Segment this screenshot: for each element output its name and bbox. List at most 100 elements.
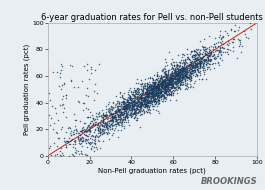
Point (184, 61, 189, 64)
Point (117, 103, 121, 106)
Point (205, 53, 210, 56)
Point (169, 85, 173, 88)
Point (117, 108, 122, 111)
Point (126, 99, 130, 102)
Point (179, 64, 184, 67)
Point (181, 66, 186, 69)
Point (116, 122, 120, 125)
Point (116, 121, 121, 124)
Point (123, 106, 128, 109)
Point (160, 95, 165, 98)
Point (131, 112, 135, 116)
Point (188, 61, 192, 64)
Point (78, 138, 82, 141)
Point (170, 78, 174, 81)
Point (184, 84, 189, 87)
Point (89, 119, 93, 122)
Point (178, 76, 183, 79)
Point (140, 92, 144, 95)
Point (145, 106, 149, 109)
Point (159, 89, 164, 92)
Point (168, 86, 172, 89)
Point (165, 94, 169, 97)
Point (110, 116, 114, 119)
Point (188, 59, 192, 62)
Point (97, 139, 101, 142)
Point (136, 89, 140, 93)
Point (179, 72, 183, 75)
Point (162, 75, 167, 78)
Point (167, 92, 171, 95)
Point (173, 69, 177, 72)
Point (110, 125, 114, 128)
Point (193, 64, 197, 67)
Point (119, 105, 123, 108)
Point (83, 139, 88, 142)
Point (149, 86, 153, 89)
Point (91, 116, 95, 120)
Point (174, 84, 178, 87)
Point (162, 67, 166, 70)
Point (150, 88, 154, 91)
Point (158, 87, 162, 90)
Point (108, 109, 112, 112)
Point (160, 87, 164, 90)
Point (68, 64, 72, 67)
Point (167, 78, 171, 82)
Point (157, 101, 161, 104)
Point (159, 92, 163, 95)
Point (189, 72, 193, 75)
Point (96, 130, 101, 133)
Point (167, 80, 171, 83)
Point (180, 69, 184, 72)
Point (91, 134, 95, 137)
Point (132, 106, 136, 109)
Point (169, 93, 173, 96)
Point (159, 75, 163, 78)
Point (152, 83, 157, 86)
Point (121, 115, 126, 118)
Point (178, 70, 182, 74)
Point (175, 67, 179, 70)
Point (164, 77, 169, 80)
Point (164, 72, 168, 75)
Point (78, 136, 83, 139)
Point (130, 101, 134, 104)
Point (55, 71, 60, 74)
Point (139, 96, 143, 99)
Point (96, 135, 100, 138)
Point (143, 103, 147, 106)
Point (183, 76, 187, 79)
Point (207, 63, 212, 66)
Point (135, 94, 139, 97)
Point (96, 128, 100, 131)
Point (126, 105, 130, 108)
Point (148, 93, 153, 96)
Point (116, 109, 120, 112)
Point (127, 112, 132, 115)
Point (97, 125, 101, 128)
Point (160, 87, 164, 90)
Point (145, 96, 150, 99)
Point (169, 76, 173, 79)
Point (150, 87, 154, 90)
Point (80, 136, 84, 139)
Point (137, 109, 142, 112)
Point (225, 51, 229, 54)
Point (170, 92, 175, 95)
Point (76, 99, 80, 102)
Point (153, 94, 157, 97)
Point (109, 109, 114, 112)
Point (153, 82, 158, 85)
Point (157, 82, 161, 85)
Point (175, 74, 179, 77)
Point (154, 93, 158, 96)
Point (208, 68, 212, 71)
Point (114, 113, 119, 116)
Point (139, 106, 143, 109)
Point (119, 113, 123, 116)
Point (155, 89, 159, 92)
Point (186, 76, 190, 79)
Point (95, 113, 100, 116)
Point (180, 79, 184, 82)
